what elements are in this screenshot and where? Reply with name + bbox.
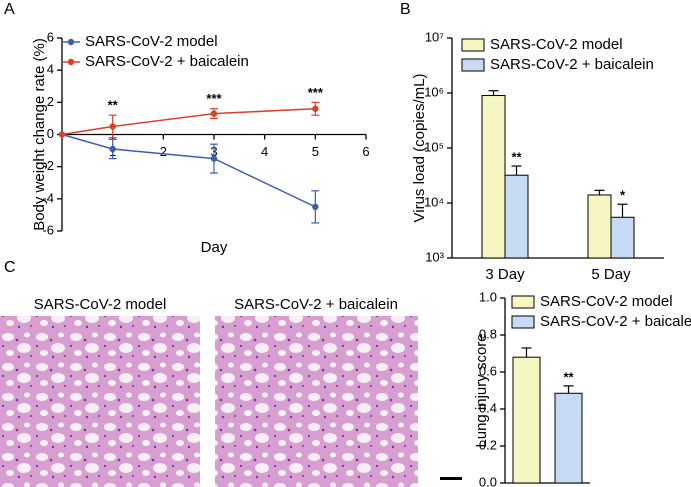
data-point: [312, 203, 319, 211]
x-axis-title: Day: [201, 239, 228, 256]
y-tick-label: 10⁶: [424, 84, 444, 99]
series-line: [61, 108, 316, 136]
y-tick-label: -4: [42, 190, 54, 205]
data-point: [312, 105, 319, 112]
legend-label: SARS-CoV-2 model: [85, 33, 218, 50]
image-title: SARS-CoV-2 + baicalein: [234, 296, 398, 313]
data-point: [210, 155, 218, 162]
y-axis-title: Lung injury score: [473, 333, 490, 447]
histology-image: [0, 316, 200, 487]
x-tick-label: 5: [312, 144, 319, 159]
data-point: [58, 131, 66, 138]
scale-bar: [440, 477, 462, 480]
y-tick-label: -6: [42, 222, 54, 237]
bar: [554, 392, 583, 484]
histology-image: [215, 316, 418, 487]
x-tick-label: 5 Day: [591, 266, 631, 283]
panel-label: B: [400, 1, 411, 18]
legend-swatch: [461, 38, 485, 52]
data-point: [109, 123, 116, 130]
y-tick-label: 0.4: [479, 400, 497, 415]
significance: **: [511, 149, 522, 164]
legend-label: SARS-CoV-2 model: [490, 36, 623, 53]
legend-marker: [67, 58, 75, 66]
data-point: [109, 145, 116, 153]
legend-label: SARS-CoV-2 + baicalein: [540, 313, 691, 330]
bar: [587, 194, 612, 259]
bar: [481, 95, 506, 259]
y-tick-label: 10⁵: [424, 139, 444, 154]
y-tick-label: 10⁴: [424, 194, 444, 209]
significance: **: [563, 369, 574, 384]
y-tick-label: 2: [47, 94, 54, 109]
significance: ***: [206, 91, 222, 106]
x-tick-label: 2: [160, 144, 167, 159]
legend-marker: [67, 38, 75, 46]
y-tick-label: 6: [47, 29, 54, 44]
histology-images: SARS-CoV-2 model SARS-CoV-2 + baicalein: [0, 296, 462, 487]
y-tick-label: 0.0: [479, 474, 497, 487]
y-tick-label: 0.6: [479, 363, 497, 378]
significance: *: [620, 188, 626, 203]
y-tick-label: -2: [42, 158, 54, 173]
significance: **: [108, 98, 119, 113]
y-tick-label: 0.2: [479, 437, 497, 452]
x-tick-label: 6: [362, 144, 369, 159]
y-tick-label: 4: [47, 62, 54, 77]
legend-label: SARS-CoV-2 + baicalein: [85, 53, 249, 70]
significance: ***: [308, 85, 324, 100]
image-title: SARS-CoV-2 model: [34, 296, 167, 313]
x-tick-label: 3 Day: [485, 266, 525, 283]
y-tick-label: 10³: [425, 249, 444, 264]
legend-label: SARS-CoV-2 + baicalein: [490, 56, 654, 73]
bar: [512, 356, 541, 484]
panel-label: C: [4, 259, 16, 276]
legend-label: SARS-CoV-2 model: [540, 293, 673, 310]
y-axis-title: Virus load (copies/mL): [411, 74, 428, 223]
bar: [504, 174, 529, 259]
legend-swatch: [511, 315, 535, 329]
bar: [610, 216, 635, 259]
legend-swatch: [461, 58, 485, 72]
y-tick-label: 0: [47, 126, 54, 141]
y-tick-label: 10⁷: [425, 29, 444, 44]
legend-swatch: [511, 295, 535, 309]
x-tick-label: 4: [261, 144, 268, 159]
series-line: [61, 133, 316, 208]
data-point: [210, 110, 218, 117]
y-tick-label: 0.8: [479, 326, 497, 341]
y-tick-label: 1.0: [479, 289, 497, 304]
y-axis-title: Body weight change rate (%): [31, 38, 48, 231]
panel-label: A: [4, 1, 15, 18]
